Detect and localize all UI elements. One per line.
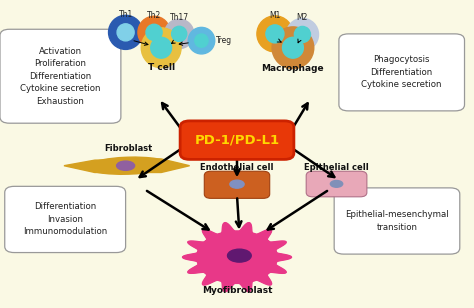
Text: Endothelial cell: Endothelial cell	[200, 163, 274, 172]
Ellipse shape	[294, 26, 310, 43]
Ellipse shape	[195, 34, 208, 47]
Ellipse shape	[109, 15, 143, 49]
Text: Differentiation
Invasion
Immunomodulation: Differentiation Invasion Immunomodulatio…	[23, 202, 107, 237]
Ellipse shape	[151, 37, 172, 58]
Ellipse shape	[257, 16, 293, 52]
Ellipse shape	[286, 18, 319, 51]
Ellipse shape	[146, 24, 162, 40]
Ellipse shape	[164, 19, 194, 49]
Text: Epithelial-mesenchymal
transition: Epithelial-mesenchymal transition	[345, 210, 449, 232]
Polygon shape	[64, 159, 190, 172]
FancyBboxPatch shape	[339, 34, 465, 111]
FancyBboxPatch shape	[180, 121, 294, 159]
Ellipse shape	[272, 27, 314, 69]
Ellipse shape	[283, 37, 303, 58]
Text: Epithelial cell: Epithelial cell	[304, 163, 369, 172]
Text: Th17: Th17	[170, 13, 189, 22]
Ellipse shape	[117, 161, 135, 170]
Ellipse shape	[87, 157, 169, 174]
FancyBboxPatch shape	[5, 186, 126, 253]
Ellipse shape	[230, 180, 244, 188]
Text: Activation
Proliferation
Differentiation
Cytokine secretion
Exhaustion: Activation Proliferation Differentiation…	[20, 47, 100, 106]
Text: Macrophage: Macrophage	[262, 64, 324, 73]
Text: T cell: T cell	[147, 63, 175, 72]
Ellipse shape	[266, 25, 284, 43]
Text: M2: M2	[297, 13, 308, 22]
FancyBboxPatch shape	[0, 29, 121, 123]
Text: Th1: Th1	[118, 10, 133, 19]
Text: M1: M1	[269, 11, 281, 20]
FancyBboxPatch shape	[334, 188, 460, 254]
Ellipse shape	[188, 27, 215, 54]
Polygon shape	[182, 223, 292, 292]
Ellipse shape	[141, 28, 181, 68]
Ellipse shape	[138, 16, 170, 48]
Text: Myofibroblast: Myofibroblast	[202, 286, 272, 295]
Ellipse shape	[117, 24, 134, 41]
Ellipse shape	[172, 26, 187, 42]
Ellipse shape	[228, 249, 251, 262]
Ellipse shape	[330, 180, 343, 187]
Text: Th2: Th2	[147, 11, 161, 20]
Text: Treg: Treg	[216, 36, 232, 45]
Text: Phagocytosis
Differentiation
Cytokine secretion: Phagocytosis Differentiation Cytokine se…	[362, 55, 442, 89]
FancyBboxPatch shape	[306, 171, 367, 197]
FancyBboxPatch shape	[204, 171, 270, 198]
Text: Fibroblast: Fibroblast	[104, 144, 152, 153]
Text: PD-1/PD-L1: PD-1/PD-L1	[194, 134, 280, 147]
